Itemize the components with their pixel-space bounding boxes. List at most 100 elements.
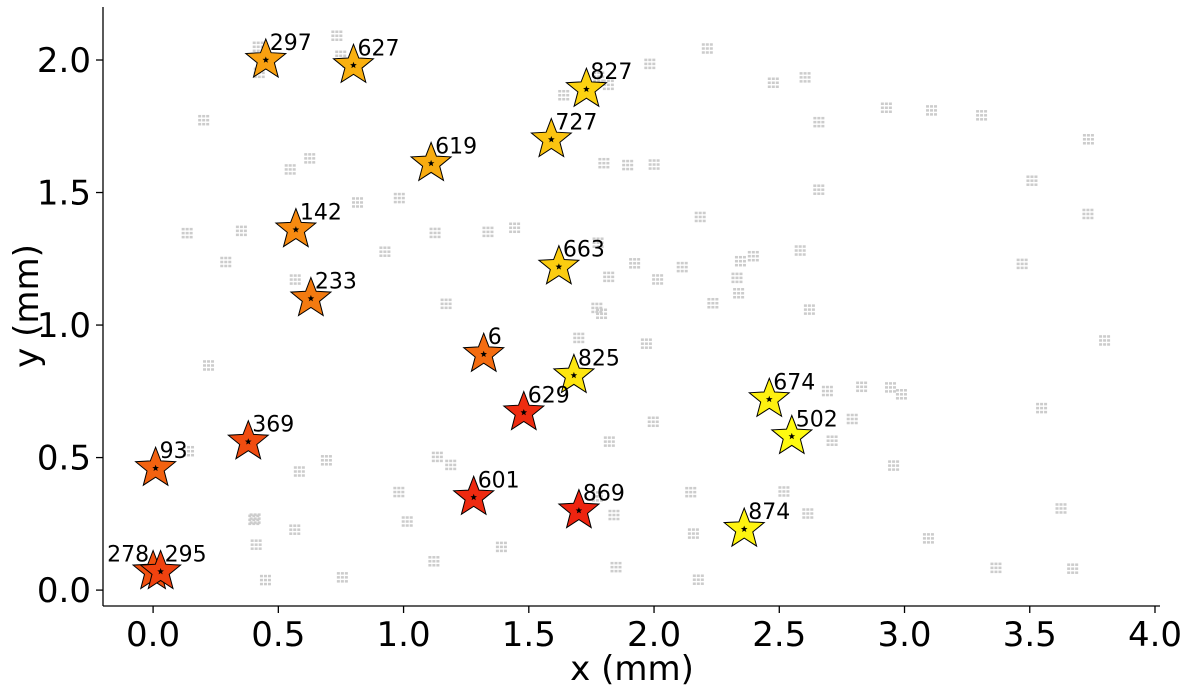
background-mark	[622, 159, 634, 171]
star-center-marker	[740, 525, 748, 532]
star-center-marker	[765, 395, 773, 403]
star-center-marker	[262, 56, 270, 63]
background-mark	[573, 332, 585, 344]
x-tick-label: 1.5	[502, 615, 556, 655]
x-axis-label: x (mm)	[570, 649, 694, 689]
data-point: 825	[552, 346, 620, 394]
background-mark	[640, 338, 652, 349]
x-tick-label: 3.5	[1003, 615, 1057, 655]
background-mark	[803, 304, 815, 315]
background-mark	[289, 524, 301, 535]
star-center-marker	[427, 159, 435, 167]
background-mark	[293, 466, 305, 477]
background-mark	[591, 491, 603, 502]
background-mark	[558, 89, 570, 101]
background-mark	[1036, 402, 1048, 414]
point-label: 874	[748, 500, 790, 525]
point-label: 142	[300, 201, 342, 226]
data-point: 93	[134, 439, 188, 487]
background-mark	[731, 272, 743, 284]
data-point: 502	[770, 407, 838, 455]
background-mark	[235, 225, 247, 237]
background-mark	[284, 164, 296, 175]
background-mark	[603, 271, 615, 283]
background-mark	[1082, 208, 1094, 220]
background-mark	[393, 486, 405, 498]
background-mark	[734, 255, 746, 267]
background-mark	[747, 250, 759, 262]
background-mark	[304, 153, 316, 164]
background-mark	[248, 514, 260, 526]
background-mark	[203, 360, 215, 371]
star-center-marker	[157, 568, 164, 575]
background-mark	[733, 287, 745, 299]
point-label: 502	[796, 407, 838, 432]
background-mark	[648, 159, 660, 170]
background-mark	[592, 237, 604, 248]
background-mark	[610, 561, 622, 573]
point-label: 674	[773, 370, 815, 395]
background-mark	[990, 562, 1002, 574]
data-points: 297 627 827 727 619 142 663 233 6 825 674 629 502 369…	[107, 31, 838, 590]
background-mark	[431, 451, 443, 463]
star-center-marker	[480, 350, 487, 357]
data-point: 869	[557, 482, 625, 529]
data-point: 627	[332, 36, 399, 84]
x-tick-label: 0.0	[126, 615, 180, 655]
background-mark	[440, 298, 452, 310]
background-mark	[198, 114, 210, 126]
star-center-marker	[788, 432, 796, 440]
background-mark	[813, 184, 825, 195]
y-ticks: 0.0 0.5 1.0 1.5 2.0	[37, 41, 103, 611]
background-mark	[352, 197, 364, 208]
star-center-marker	[470, 493, 477, 501]
point-label: 6	[488, 325, 502, 350]
background-mark	[482, 226, 494, 238]
background-mark	[393, 192, 405, 204]
y-tick-label: 0.5	[37, 439, 91, 479]
background-mark	[778, 486, 790, 497]
point-label: 297	[270, 31, 312, 56]
point-label: 93	[160, 439, 188, 464]
background-mark	[888, 460, 900, 471]
background-mark	[331, 30, 343, 41]
background-mark	[509, 222, 521, 234]
star-center-marker	[548, 136, 555, 143]
background-mark	[976, 110, 988, 121]
background-mark	[694, 211, 706, 223]
data-point: 619	[409, 134, 477, 182]
background-mark	[401, 516, 413, 527]
background-mark	[603, 436, 615, 447]
star-center-marker	[292, 226, 300, 233]
background-mark	[687, 528, 699, 539]
background-mark	[629, 258, 641, 269]
background-mark	[220, 256, 232, 268]
background-mark	[794, 245, 806, 256]
data-point: 6	[462, 325, 506, 373]
background-mark	[846, 413, 858, 425]
background-mark	[707, 297, 719, 309]
star-center-marker	[307, 295, 315, 302]
point-label: 869	[583, 482, 625, 507]
background-mark	[183, 445, 195, 457]
data-point: 827	[565, 60, 632, 108]
point-label: 663	[563, 238, 605, 263]
x-tick-label: 4.0	[1128, 615, 1182, 655]
data-point: 369	[226, 413, 294, 460]
background-mark	[676, 261, 688, 273]
point-label: 727	[555, 111, 597, 136]
background-mark	[926, 105, 938, 116]
y-tick-label: 1.0	[37, 306, 91, 346]
star-center-marker	[520, 409, 528, 416]
point-label: 278	[107, 543, 149, 568]
star-center-marker	[244, 438, 252, 445]
background-mark	[813, 116, 825, 128]
data-point: 142	[274, 201, 342, 248]
star-center-marker	[570, 371, 578, 379]
background-mark	[1026, 175, 1038, 186]
axes	[102, 7, 1160, 607]
background-mark	[320, 455, 332, 466]
background-mark	[445, 459, 457, 471]
y-tick-label: 2.0	[37, 41, 91, 81]
